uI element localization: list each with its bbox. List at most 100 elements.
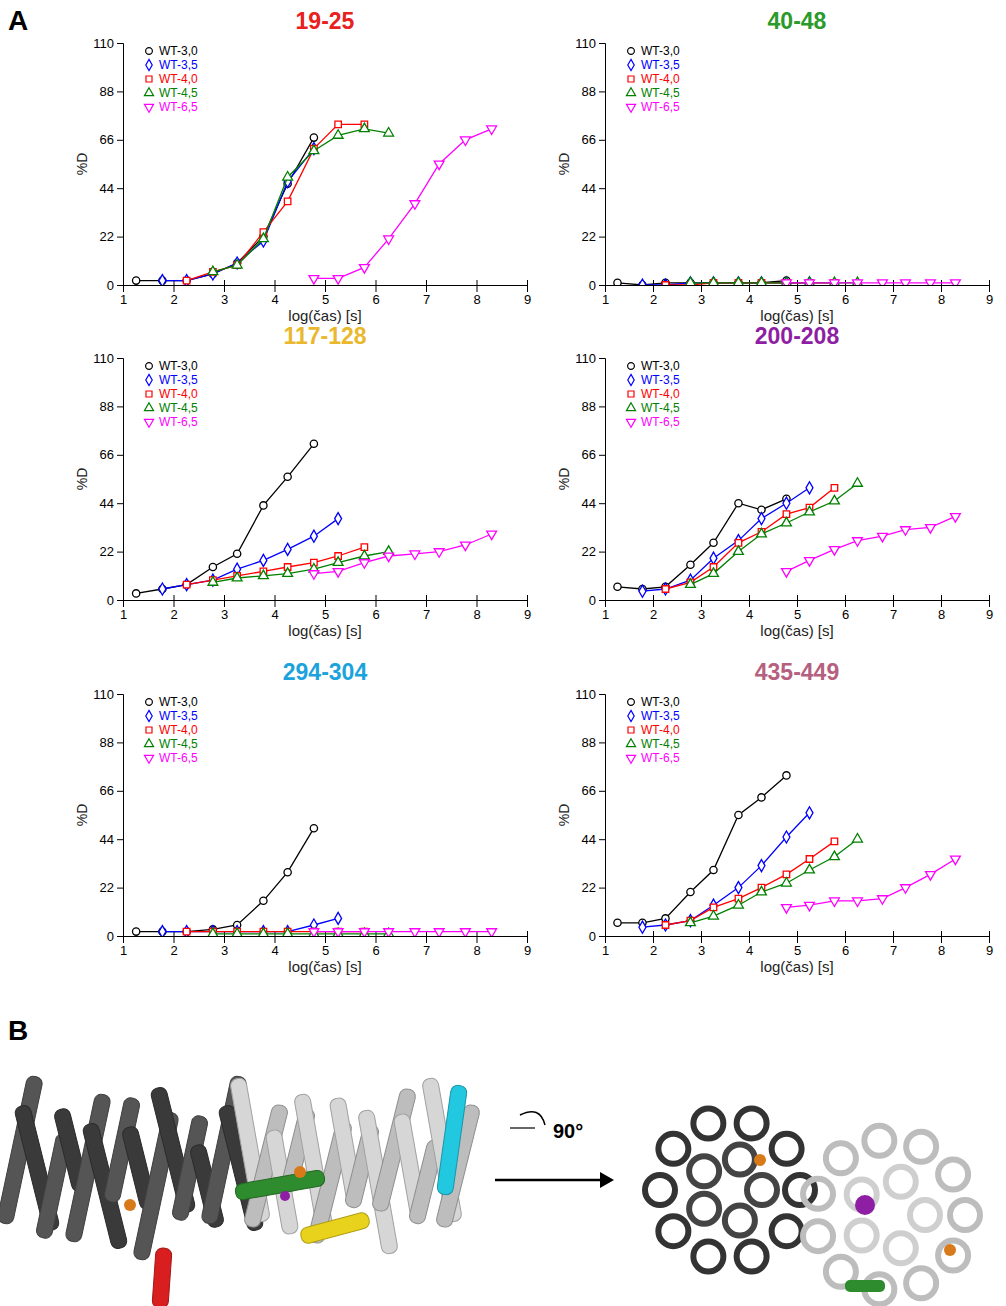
- tick-mark: [117, 91, 123, 92]
- data-point: [208, 266, 218, 275]
- tick-mark: [376, 595, 377, 607]
- tick-mark: [599, 888, 605, 889]
- y-tick: 44: [100, 181, 123, 196]
- x-tick: 7: [890, 931, 897, 958]
- series-line: [136, 138, 314, 281]
- y-tick: 66: [582, 132, 605, 147]
- legend-label: WT-6,5: [159, 415, 198, 429]
- y-tick: 110: [93, 351, 123, 366]
- x-tick: 6: [842, 280, 849, 307]
- tick-mark: [701, 595, 702, 607]
- y-tick: 66: [100, 132, 123, 147]
- tick-label: 110: [93, 351, 114, 366]
- legend-label: WT-3,0: [641, 695, 680, 709]
- tick-mark: [599, 140, 605, 141]
- data-point: [410, 201, 420, 210]
- legend-label: WT-4,5: [159, 86, 198, 100]
- x-axis-title: log(čas) [s]: [760, 958, 833, 975]
- tick-label: 0: [107, 929, 114, 944]
- tick-label: 8: [473, 943, 480, 958]
- structure-top-view: [645, 1108, 980, 1304]
- legend: WT-3,0WT-3,5WT-4,0WT-4,5WT-6,5: [626, 44, 680, 114]
- helix-end: [658, 1216, 688, 1246]
- tick-label: 5: [322, 943, 329, 958]
- tick-mark: [117, 936, 123, 937]
- data-point: [758, 794, 765, 801]
- series-line: [162, 149, 314, 281]
- helix-end: [772, 1134, 802, 1164]
- data-point: [783, 497, 790, 509]
- tick-label: 2: [650, 943, 657, 958]
- legend: WT-3,0WT-3,5WT-4,0WT-4,5WT-6,5: [144, 695, 198, 765]
- data-point: [687, 888, 694, 895]
- x-tick: 8: [938, 595, 945, 622]
- legend-symbol: [628, 76, 634, 82]
- tick-label: 7: [423, 607, 430, 622]
- tick-label: 8: [473, 292, 480, 307]
- x-tick: 1: [120, 931, 127, 958]
- tick-mark: [275, 280, 276, 292]
- legend-symbol: [626, 755, 635, 763]
- tick-label: 2: [170, 607, 177, 622]
- tick-mark: [893, 931, 894, 943]
- axis-line: [599, 44, 606, 286]
- legend: WT-3,0WT-3,5WT-4,0WT-4,5WT-6,5: [144, 359, 198, 429]
- data-point: [782, 569, 792, 578]
- data-point: [410, 551, 420, 560]
- tick-label: 4: [271, 943, 278, 958]
- tick-mark: [174, 931, 175, 943]
- helix-end: [906, 1268, 936, 1298]
- tick-label: 9: [986, 292, 993, 307]
- legend-symbol: [146, 710, 152, 721]
- y-tick: 66: [100, 447, 123, 462]
- tick-label: 2: [170, 292, 177, 307]
- tick-label: 4: [746, 607, 753, 622]
- legend-symbol: [628, 699, 635, 706]
- x-tick: 2: [170, 931, 177, 958]
- data-point: [335, 912, 342, 924]
- data-point: [132, 928, 139, 935]
- legend-label: WT-3,0: [159, 695, 198, 709]
- chart-panel: 022446688110123456789log(čas) [s]%D200-2…: [556, 323, 993, 639]
- data-point: [901, 527, 911, 536]
- data-point: [901, 280, 911, 285]
- data-point: [487, 126, 497, 135]
- data-point: [384, 928, 394, 936]
- data-point: [950, 280, 960, 285]
- data-point: [782, 905, 792, 914]
- x-tick: 3: [698, 595, 705, 622]
- y-axis-title: %D: [74, 468, 90, 491]
- tick-label: 88: [100, 399, 114, 414]
- arrow-shaft: [495, 1179, 600, 1182]
- x-tick: 6: [842, 931, 849, 958]
- helix-end: [938, 1241, 968, 1271]
- x-tick: 8: [473, 595, 480, 622]
- data-point: [878, 896, 888, 905]
- data-point: [208, 577, 218, 586]
- x-tick: 4: [746, 931, 753, 958]
- tick-label: 3: [221, 292, 228, 307]
- ligand: [294, 1166, 306, 1178]
- legend-label: WT-4,0: [641, 387, 680, 401]
- data-point: [805, 902, 815, 911]
- data-point: [926, 280, 936, 285]
- tick-mark: [797, 280, 798, 292]
- tick-mark: [117, 552, 123, 553]
- helix-end: [725, 1145, 755, 1175]
- y-tick: 88: [100, 84, 123, 99]
- data-point: [950, 514, 960, 523]
- tick-mark: [605, 931, 606, 943]
- data-point: [783, 772, 790, 779]
- x-tick: 9: [986, 931, 993, 958]
- tick-label: 1: [602, 292, 609, 307]
- data-point: [309, 276, 319, 285]
- tick-mark: [275, 931, 276, 943]
- x-axis: 123456789: [120, 280, 531, 307]
- data-point: [830, 898, 840, 907]
- x-tick: 9: [524, 931, 531, 958]
- series-line: [213, 129, 389, 272]
- tick-mark: [123, 595, 124, 607]
- tick-mark: [749, 595, 750, 607]
- y-tick: 22: [582, 544, 605, 559]
- helix-end: [658, 1134, 688, 1164]
